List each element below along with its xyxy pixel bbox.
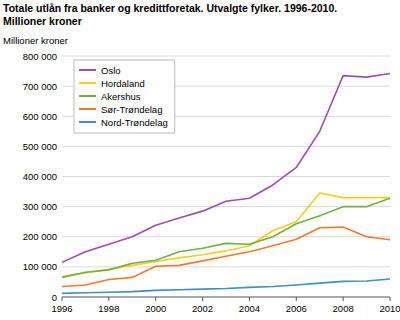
series-line	[62, 198, 390, 277]
legend-label: Hordaland	[101, 78, 145, 89]
y-tick-label: 500 000	[23, 141, 57, 152]
x-tick	[62, 297, 63, 301]
grid-line	[62, 176, 390, 177]
legend-label: Akershus	[101, 91, 141, 102]
x-tick-label: 2006	[286, 303, 307, 314]
x-tick	[155, 297, 156, 301]
grid-line	[62, 297, 390, 298]
legend-label: Sør-Trøndelag	[101, 104, 162, 115]
plot-area	[62, 73, 390, 293]
y-tick-label: 200 000	[23, 231, 57, 242]
legend-swatch	[79, 95, 96, 97]
grid-line	[62, 146, 390, 147]
legend-swatch	[79, 69, 96, 71]
x-tick	[296, 297, 297, 301]
y-axis-label: Millioner kroner	[3, 35, 68, 46]
x-tick	[108, 297, 109, 301]
legend-label: Oslo	[101, 65, 121, 76]
y-tick-label: 300 000	[23, 201, 57, 212]
x-tick-label: 1996	[51, 303, 72, 314]
x-tick-label: 1998	[98, 303, 119, 314]
series-line	[62, 279, 390, 293]
y-tick-label: 800 000	[23, 51, 57, 62]
x-tick	[202, 297, 203, 301]
x-tick-label: 2008	[333, 303, 354, 314]
x-tick-label: 2002	[192, 303, 213, 314]
grid-line	[62, 266, 390, 267]
x-tick-label: 2000	[145, 303, 166, 314]
legend-box	[74, 60, 175, 133]
x-tick	[390, 297, 391, 301]
y-tick-label: 100 000	[23, 261, 57, 272]
title: Totale utlån fra banker og kredittforeta…	[3, 2, 337, 14]
x-tick	[343, 297, 344, 301]
legend-label: Nord-Trøndelag	[101, 117, 168, 128]
grid-line	[62, 56, 390, 57]
grid-line	[62, 236, 390, 237]
series-line	[62, 193, 390, 276]
x-tick-label: 2010	[379, 303, 400, 314]
series-line	[62, 227, 390, 286]
y-tick-label: 600 000	[23, 111, 57, 122]
x-tick-label: 2004	[239, 303, 260, 314]
legend: Oslo Hordaland Akershus Sør-Trøndelag Nord-T…	[74, 60, 175, 133]
legend-swatch	[79, 108, 96, 110]
y-tick-label: 0	[52, 292, 57, 303]
legend-swatch	[79, 121, 96, 123]
x-tick	[249, 297, 250, 301]
y-tick-label: 400 000	[23, 171, 57, 182]
legend-swatch	[79, 82, 96, 84]
y-tick-label: 700 000	[23, 81, 57, 92]
subtitle: Millioner kroner	[3, 15, 82, 27]
